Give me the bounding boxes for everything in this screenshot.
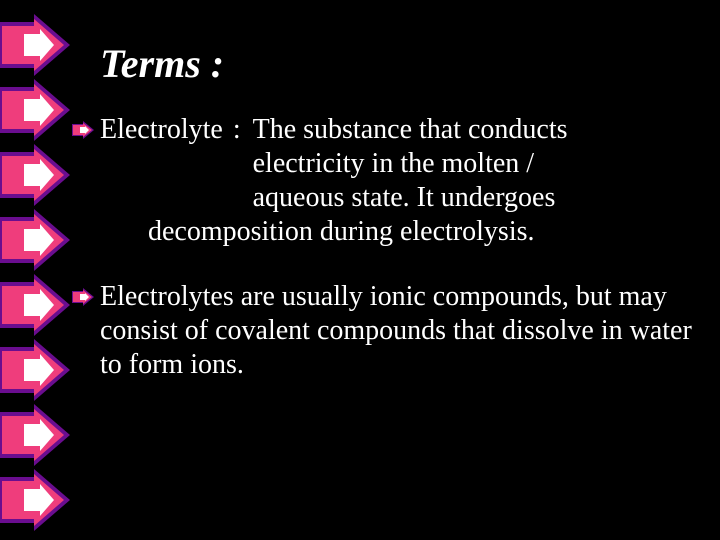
decor-arrow <box>0 469 70 531</box>
content-area: Terms : Electrolyte : The substance that… <box>100 40 705 412</box>
term-block-1: Electrolyte : The substance that conduct… <box>100 113 705 250</box>
term-label: Electrolyte <box>100 113 223 215</box>
decor-arrow <box>0 14 70 76</box>
decor-arrow <box>0 404 70 466</box>
decor-arrow <box>0 144 70 206</box>
decor-arrow <box>0 339 70 401</box>
decor-arrow <box>0 79 70 141</box>
paragraph-text: Electrolytes are usually ionic compounds… <box>100 280 705 382</box>
page-title: Terms : <box>100 40 705 87</box>
def-continuation: decomposition during electrolysis. <box>100 215 568 249</box>
term-block-2: Electrolytes are usually ionic compounds… <box>100 280 705 382</box>
definition-text: Electrolyte : The substance that conduct… <box>100 113 568 250</box>
side-decoration <box>0 0 100 540</box>
term-colon: : <box>223 113 253 215</box>
decor-arrow <box>0 274 70 336</box>
def-body: The substance that conducts electricity … <box>253 113 568 215</box>
decor-arrow <box>0 209 70 271</box>
